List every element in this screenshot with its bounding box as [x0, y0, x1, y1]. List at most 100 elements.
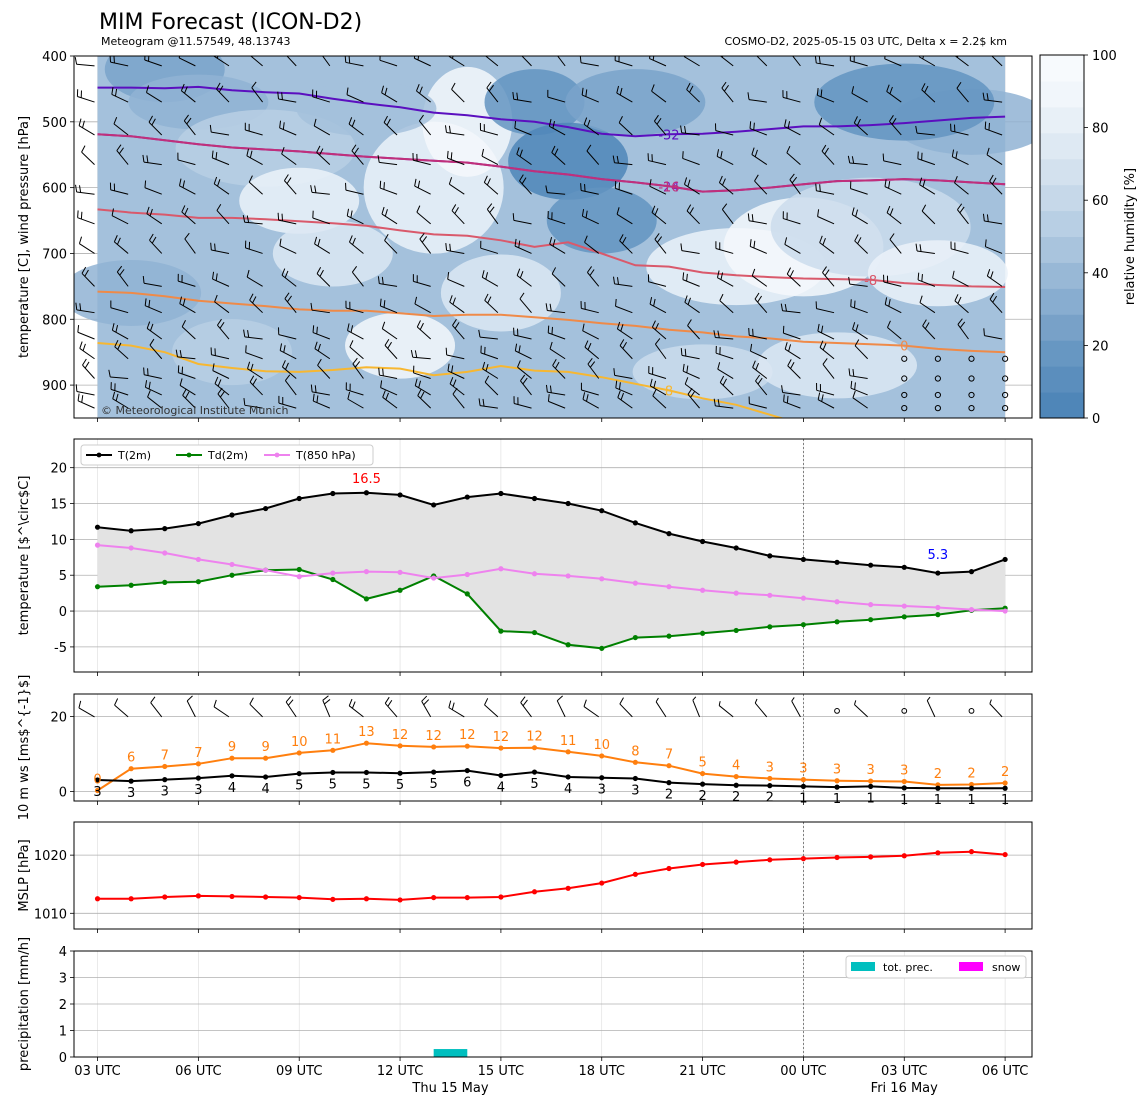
colorbar-tick-label: 0	[1092, 412, 1100, 427]
wind-barb-feather	[114, 88, 118, 97]
wind-barb-feather	[378, 367, 380, 376]
surface-wind-barb	[285, 701, 297, 718]
wind-barb-feather	[246, 269, 250, 278]
wind-barb	[112, 329, 129, 340]
wind-barb-feather	[416, 205, 421, 213]
temperature-series-0-point	[733, 545, 739, 551]
wind-barb	[581, 94, 599, 103]
wind-barb	[884, 186, 902, 195]
wind-barb-feather	[414, 378, 418, 386]
wind-barb-feather	[519, 47, 523, 53]
wind-barb-feather	[989, 174, 994, 182]
wind-barb-feather	[924, 322, 930, 330]
y-tick-label: 10	[50, 533, 67, 548]
wind-barb	[615, 305, 633, 314]
wind-barb	[789, 179, 801, 195]
y-tick-label: 2	[59, 998, 67, 1013]
wind-barb-feather	[281, 147, 285, 155]
wind-barb	[414, 185, 431, 195]
wind-barb-feather	[847, 155, 851, 164]
temperature-series-1-point	[699, 630, 706, 636]
wind-barb-feather	[620, 324, 624, 332]
wind-barb-feather	[686, 82, 691, 90]
wind-barb-feather	[757, 377, 763, 385]
wind-speed-point	[868, 778, 874, 784]
wind-barb-feather	[417, 388, 422, 396]
surface-wind-barb-feather	[484, 698, 489, 706]
legend-entry: tot. prec.	[883, 961, 933, 974]
wind-barb-feather	[283, 174, 289, 181]
wind-speed-point	[296, 750, 302, 756]
wind-barb	[281, 153, 297, 166]
wind-barb	[784, 348, 801, 360]
legend-box	[845, 955, 1027, 979]
wind-barb	[651, 212, 667, 225]
wind-barb	[284, 180, 297, 195]
wind-barb	[144, 374, 162, 379]
wind-barb	[177, 159, 196, 166]
wind-barb	[110, 388, 129, 396]
wind-barb	[110, 61, 129, 67]
rh-cell	[272, 220, 393, 287]
wind-barb	[381, 213, 398, 225]
wind-barb-feather	[713, 398, 716, 407]
mslp-point	[397, 897, 403, 903]
wind-barb-feather	[884, 56, 886, 59]
wind-barb	[249, 299, 263, 314]
wind-barb	[447, 157, 465, 166]
wind-barb	[278, 98, 297, 103]
wind-barb	[284, 298, 297, 314]
wind-barb	[884, 58, 902, 67]
wind-speed-point	[733, 773, 739, 780]
min-temp-label: 5.3	[928, 548, 949, 563]
wind-barb	[516, 153, 532, 166]
wind-scale-point	[263, 774, 269, 780]
wind-barb-feather	[142, 154, 145, 163]
temperature-series-0-point	[632, 520, 638, 526]
wind-barb-feather	[788, 344, 792, 352]
wind-barb-feather	[915, 243, 918, 252]
surface-wind-barb	[322, 700, 331, 718]
wind-barb-feather	[850, 299, 852, 307]
wind-barb-feather	[654, 233, 660, 240]
wind-scale-label: 1	[867, 791, 875, 806]
wind-barb	[348, 123, 364, 136]
precip-bar	[433, 1049, 468, 1057]
wind-barb-feather	[82, 120, 85, 128]
wind-barb-feather	[587, 342, 592, 350]
wind-barb	[486, 87, 499, 103]
wind-barb-feather	[817, 209, 820, 217]
wind-barb-feather	[815, 183, 817, 191]
wind-barb-feather	[111, 87, 114, 95]
wind-barb	[515, 350, 532, 360]
wind-barb	[451, 210, 465, 225]
wind-barb-feather	[722, 178, 726, 186]
wind-scale-point	[195, 775, 201, 781]
legend-entry: Td(2m)	[207, 449, 248, 462]
isotherm-line	[97, 290, 1006, 354]
wind-barb-feather	[522, 56, 523, 57]
wind-barb-feather	[587, 358, 593, 365]
surface-wind-barb	[520, 702, 532, 718]
wind-barb-feather	[616, 207, 620, 215]
wind-barb-feather	[581, 87, 584, 96]
wind-barb	[819, 347, 835, 360]
wind-barb-feather	[312, 325, 315, 333]
wind-barb-feather	[545, 303, 548, 311]
temperature-series-0-point	[128, 528, 134, 534]
wind-barb-feather	[112, 391, 116, 399]
wind-barb-feather	[349, 340, 354, 348]
wind-barb	[516, 275, 532, 287]
colorbar-label: relative humidity [%]	[1123, 168, 1138, 305]
wind-scale-point	[94, 777, 101, 783]
wind-barb-feather	[653, 380, 657, 389]
wind-barb	[619, 240, 633, 254]
mslp-point	[599, 880, 605, 886]
wind-barb	[583, 123, 600, 136]
wind-barb-feather	[520, 374, 526, 382]
wind-barb	[384, 240, 398, 254]
wind-barb-feather	[286, 177, 292, 184]
wind-barb	[381, 92, 398, 103]
wind-barb	[784, 126, 801, 136]
wind-barb-feather	[549, 341, 553, 350]
